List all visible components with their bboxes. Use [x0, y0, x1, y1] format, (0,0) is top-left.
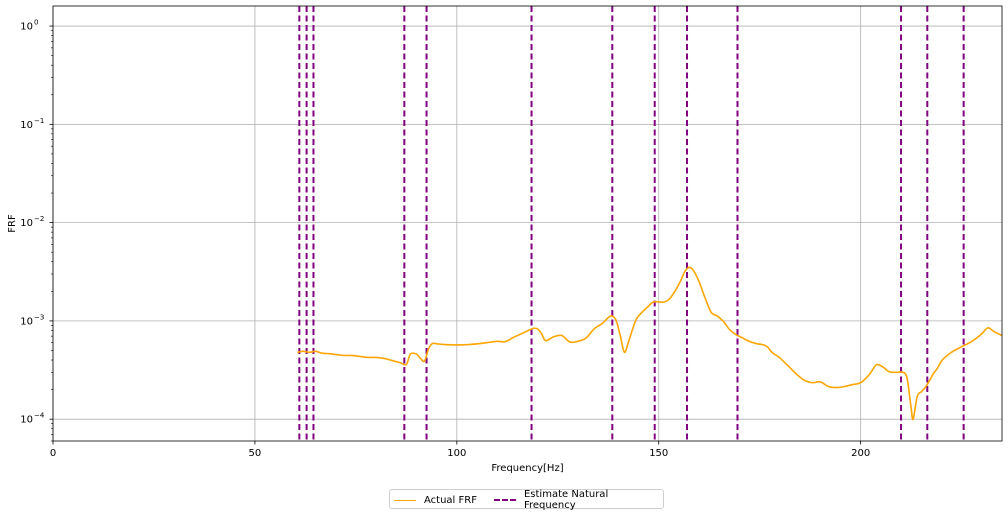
legend-label-natural-frequency: Estimate Natural Frequency: [523, 489, 609, 511]
legend-label-actual-frf: Actual FRF: [424, 494, 477, 506]
y-tick-label: 10: [20, 316, 33, 327]
frf-series-group: [297, 266, 1003, 421]
x-tick-label: 0: [50, 448, 56, 459]
y-axis-label: FRF: [7, 214, 18, 233]
y-tick-exponent: −2: [34, 215, 44, 223]
x-tick-label: 150: [649, 448, 668, 459]
legend-swatch-natural-frequency: [494, 499, 516, 501]
y-tick-label: 10: [20, 218, 33, 229]
actual-frf-line: [297, 266, 1003, 421]
grid-lines: [52, 6, 1002, 441]
y-tick-exponent: 0: [34, 19, 38, 27]
x-tick-label: 200: [851, 448, 870, 459]
legend-item-actual-frf: Actual FRF: [394, 493, 477, 507]
x-axis-label: Frequency[Hz]: [491, 463, 563, 474]
y-tick-label: 10: [20, 415, 33, 426]
y-tick-exponent: −1: [34, 117, 44, 125]
y-tick-exponent: −4: [34, 412, 45, 420]
legend-item-natural-frequency: Estimate Natural Frequency: [494, 489, 663, 511]
legend: Actual FRF Estimate Natural Frequency: [389, 489, 664, 511]
x-axis-ticks: 0 50 100 150 200: [50, 441, 870, 459]
legend-swatch-actual-frf: [394, 499, 416, 501]
natural-frequency-lines: [298, 6, 965, 441]
y-tick-label: 10: [20, 22, 33, 33]
x-tick-label: 50: [249, 448, 262, 459]
plot-frame: [52, 5, 1003, 442]
y-tick-label: 10: [20, 120, 33, 131]
x-tick-label: 100: [447, 448, 466, 459]
y-tick-exponent: −3: [34, 313, 44, 321]
